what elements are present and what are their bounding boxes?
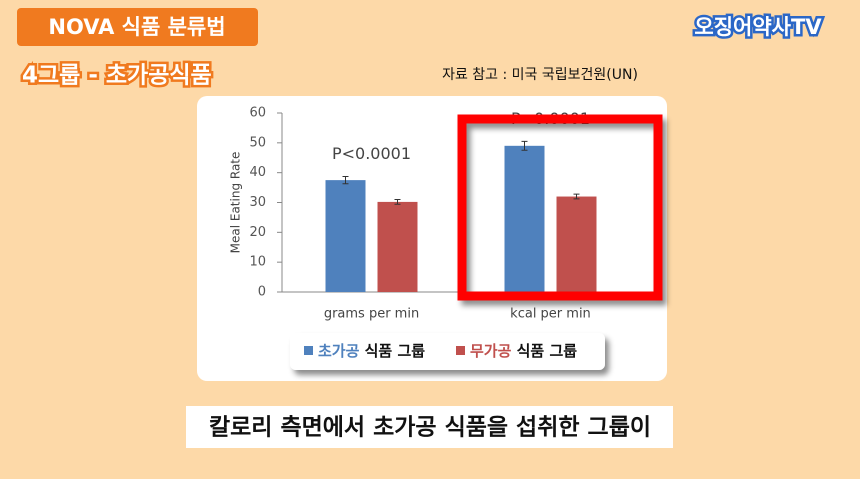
y-tick-label: 0: [258, 285, 266, 300]
legend-word: 무가공: [470, 342, 512, 360]
legend-word: 그룹: [544, 342, 577, 360]
y-axis-label: Meal Eating Rate: [229, 152, 243, 254]
legend: 초가공 식품 그룹 무가공 식품 그룹: [304, 342, 577, 360]
y-tick-label: 60: [249, 106, 266, 121]
y-tick-label: 10: [249, 255, 266, 270]
source: 자료 참고 : 미국 국립보건원(UN): [442, 67, 638, 83]
legend-label: 초가공 식품 그룹: [318, 342, 425, 360]
bar: [556, 196, 597, 292]
y-tick-label: 30: [249, 195, 266, 210]
channel-logo: 오징어약사TV: [694, 15, 822, 39]
error-bar: [394, 199, 401, 205]
legend-word: 그룹: [392, 342, 425, 360]
y-tick-label: 50: [249, 135, 266, 150]
legend-swatch: [456, 346, 465, 355]
y-tick-label: 20: [249, 225, 266, 240]
legend-word: 식품: [359, 342, 392, 360]
annotation: P<0.0001: [332, 144, 411, 163]
caption: 칼로리 측면에서 초가공 식품을 섭취한 그룹이: [209, 415, 651, 441]
highlight-box: [457, 114, 663, 301]
error-bar: [342, 176, 349, 185]
caption-box: [186, 406, 673, 448]
legend-word: 초가공: [318, 342, 360, 360]
x-tick-label: grams per min: [324, 307, 419, 322]
x-tick-label: kcal per min: [510, 307, 591, 322]
error-bar: [573, 193, 580, 200]
legend-box: [290, 333, 605, 370]
bar: [504, 145, 545, 292]
error-bar: [521, 140, 528, 151]
y-tick-label: 40: [249, 165, 266, 180]
title: NOVA 식품 분류법: [48, 15, 225, 39]
bar: [377, 201, 418, 292]
legend-word: 식품: [511, 342, 544, 360]
bar: [325, 180, 366, 292]
legend-label: 무가공 식품 그룹: [470, 342, 577, 360]
legend-swatch: [304, 346, 313, 355]
chart-card: [197, 96, 667, 381]
title-box: [17, 8, 258, 46]
subtitle: 4그룹 - 초가공식품: [22, 63, 212, 89]
